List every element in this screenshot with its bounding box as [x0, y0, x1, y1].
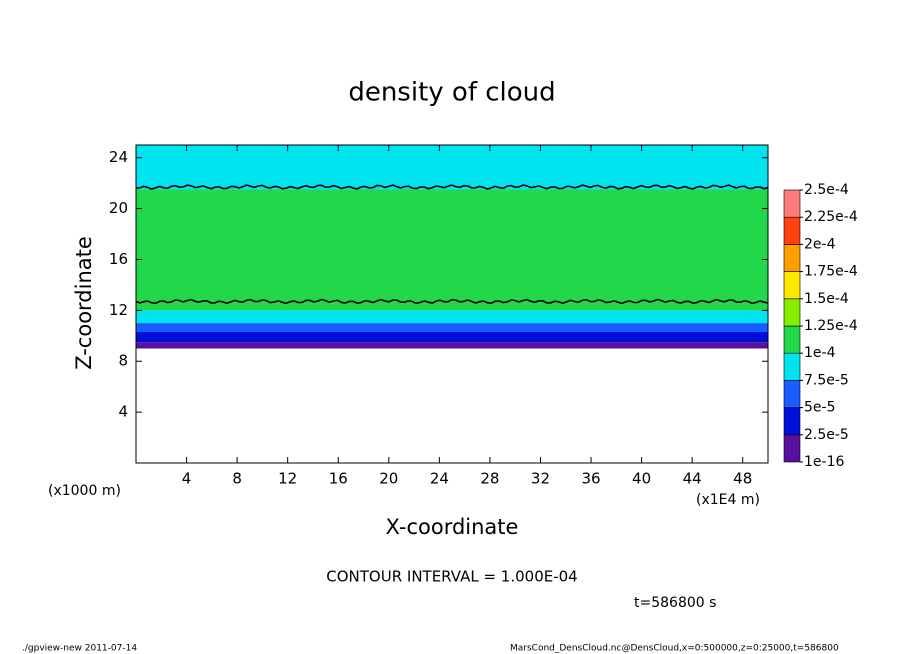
chart-title: density of cloud	[348, 78, 555, 108]
field-band	[136, 310, 768, 324]
y-tick-label: 24	[109, 148, 128, 166]
x-tick-label: 20	[379, 470, 398, 488]
x-tick-label: 40	[632, 470, 651, 488]
field-band	[136, 189, 768, 311]
colorbar-band	[783, 189, 801, 218]
field-band	[136, 331, 768, 343]
colorbar-label: 2.5e-4	[804, 182, 849, 198]
x-tick-label: 16	[329, 470, 348, 488]
colorbar-label: 5e-5	[804, 400, 835, 416]
plot-frame	[135, 144, 769, 464]
colorbar-label: 1.75e-4	[804, 264, 858, 280]
colorbar-label: 1.5e-4	[804, 291, 849, 307]
field-band	[136, 342, 768, 349]
x-tick-label: 4	[182, 470, 192, 488]
field-band	[136, 323, 768, 332]
x-tick-label: 12	[278, 470, 297, 488]
field-band	[136, 145, 768, 190]
y-tick-label: 12	[109, 301, 128, 319]
y-tick-label: 8	[118, 352, 128, 370]
colorbar-label: 1e-4	[804, 345, 836, 361]
colorbar-band	[783, 271, 801, 300]
y-axis-title: Z-coordinate	[72, 236, 96, 370]
time-label: t=586800 s	[634, 595, 716, 611]
x-unit: (x1E4 m)	[696, 492, 760, 508]
y-tick-label: 20	[109, 199, 128, 217]
colorbar-label: 7.5e-5	[804, 372, 849, 388]
colorbar-band	[783, 216, 801, 245]
y-tick-label: 4	[118, 403, 128, 421]
colorbar-band	[783, 352, 801, 381]
colorbar-band	[783, 380, 801, 408]
x-tick-label: 32	[531, 470, 550, 488]
colorbar-band	[783, 407, 801, 436]
colorbar-label: 1.25e-4	[804, 318, 858, 334]
colorbar-label: 2e-4	[804, 236, 836, 252]
y-tick-label: 16	[109, 250, 128, 268]
x-tick-label: 44	[683, 470, 702, 488]
x-tick-label: 8	[232, 470, 242, 488]
x-tick-label: 48	[733, 470, 752, 488]
x-axis-title: X-coordinate	[386, 515, 519, 539]
contour-line	[135, 184, 769, 190]
colorbar-label: 1e-16	[804, 454, 844, 470]
x-tick-label: 36	[581, 470, 600, 488]
colorbar-band	[783, 244, 801, 272]
x-tick-label: 28	[480, 470, 499, 488]
colorbar-label: 2.5e-5	[804, 427, 849, 443]
footer-right: MarsCond_DensCloud.nc@DensCloud,x=0:5000…	[510, 644, 839, 654]
contour-line	[135, 298, 769, 305]
y-unit: (x1000 m)	[48, 483, 121, 499]
colorbar-label: 2.25e-4	[804, 209, 858, 225]
colorbar-band	[783, 325, 801, 354]
x-tick-label: 24	[430, 470, 449, 488]
colorbar-band	[783, 298, 801, 327]
contour-interval: CONTOUR INTERVAL = 1.000E-04	[326, 568, 577, 586]
footer-left: ./gpview-new 2011-07-14	[22, 644, 137, 654]
colorbar-band	[783, 434, 801, 463]
